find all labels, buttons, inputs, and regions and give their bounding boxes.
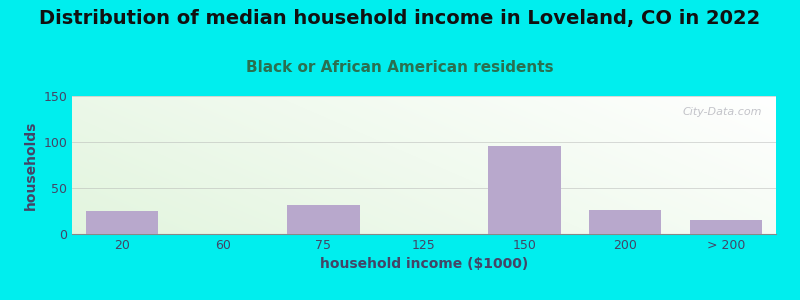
Text: Distribution of median household income in Loveland, CO in 2022: Distribution of median household income … xyxy=(39,9,761,28)
Text: City-Data.com: City-Data.com xyxy=(682,107,762,117)
Bar xyxy=(86,211,158,234)
Y-axis label: households: households xyxy=(24,120,38,210)
Bar xyxy=(690,220,762,234)
Bar xyxy=(287,206,360,234)
Bar xyxy=(589,210,662,234)
Text: Black or African American residents: Black or African American residents xyxy=(246,60,554,75)
Bar xyxy=(488,146,561,234)
X-axis label: household income ($1000): household income ($1000) xyxy=(320,257,528,272)
